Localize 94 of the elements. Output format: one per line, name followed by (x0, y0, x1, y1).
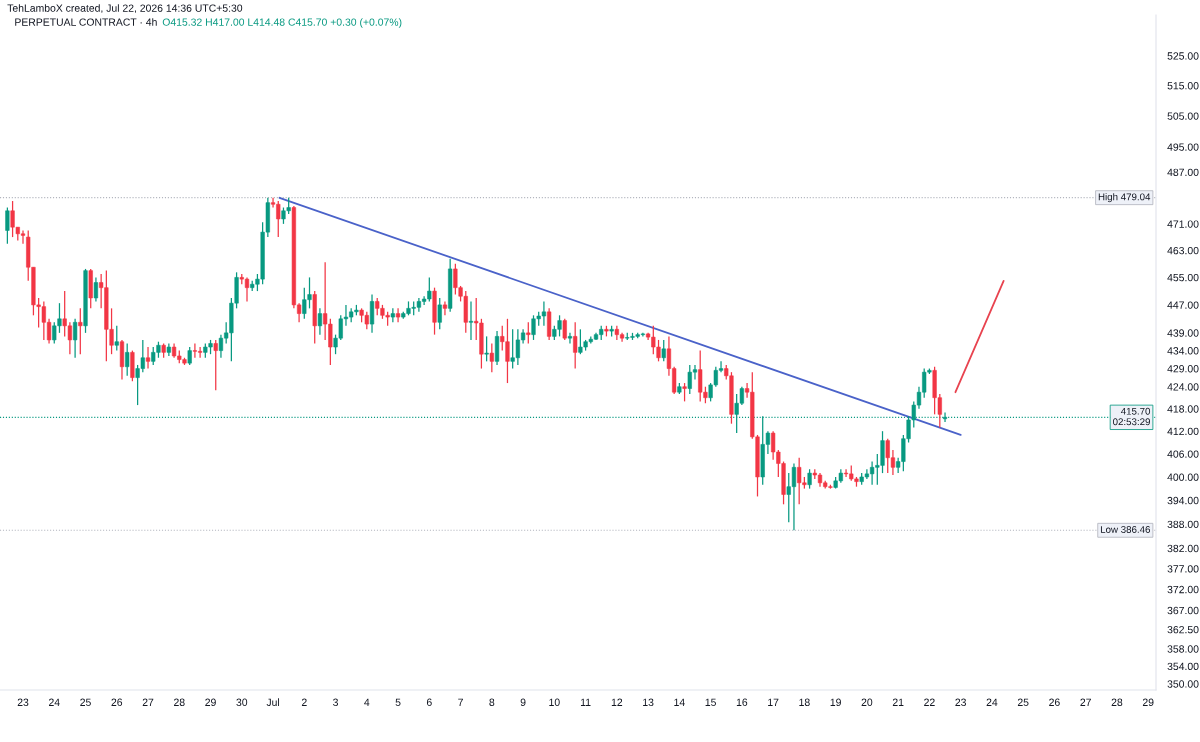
y-tick-label: 434.00 (1167, 347, 1199, 355)
y-tick-label: 439.00 (1167, 329, 1199, 337)
y-tick-label: 505.00 (1167, 112, 1199, 120)
candlestick (682, 382, 687, 403)
y-tick-label: 515.00 (1167, 82, 1199, 90)
x-tick-label: 16 (736, 698, 748, 706)
y-tick-label: 388.00 (1167, 520, 1199, 529)
candlestick (114, 325, 119, 352)
candlestick (73, 318, 78, 359)
x-tick-label: 28 (1111, 698, 1123, 706)
candlestick (567, 332, 573, 345)
y-tick-label: 447.00 (1167, 301, 1199, 309)
candlestick (661, 339, 666, 362)
y-tick-label: 377.00 (1167, 565, 1199, 573)
x-tick-label: 12 (611, 698, 623, 706)
x-tick-label: 21 (892, 698, 904, 706)
y-tick-label: 525.00 (1167, 52, 1199, 60)
candlestick (484, 335, 489, 362)
y-tick-label: 372.00 (1167, 585, 1199, 594)
candlestick (317, 307, 323, 336)
x-tick-label: 15 (705, 698, 716, 706)
y-tick-label: 394.00 (1167, 496, 1199, 505)
x-tick-label: 4 (364, 698, 370, 706)
x-tick-label: 9 (520, 698, 526, 706)
candlestick (78, 307, 83, 355)
x-tick-label: 18 (799, 698, 810, 706)
candlestick (213, 339, 218, 391)
x-tick-label: 26 (111, 698, 123, 706)
x-tick-label: 29 (205, 698, 216, 706)
y-tick-label: 487.00 (1167, 168, 1199, 177)
y-tick-label: 463.00 (1167, 246, 1199, 255)
x-tick-label: 7 (458, 698, 463, 706)
x-tick-label: 23 (17, 698, 29, 706)
x-tick-label: 26 (1049, 698, 1060, 706)
candlestick (468, 300, 474, 341)
y-tick-label: 358.00 (1167, 645, 1199, 653)
candlestick (489, 342, 494, 373)
x-tick-label: 5 (395, 698, 401, 706)
y-tick-label: 412.00 (1167, 427, 1199, 436)
x-tick-label: 19 (830, 698, 841, 706)
annotation: O415.32 H417.00 L414.48 C415.70 +0.30 (+0.07%) (162, 18, 402, 28)
x-tick-label: 10 (549, 698, 560, 706)
chart-subtitle: PERPETUAL CONTRACT · 4h (15, 18, 157, 26)
ref-line-label: High 479.04 (1098, 193, 1151, 203)
x-tick-label: 3 (333, 698, 338, 706)
y-tick-label: 362.50 (1167, 625, 1199, 634)
y-tick-label: 424.00 (1167, 383, 1199, 391)
candlestick (442, 300, 448, 316)
x-tick-label: Jul (266, 698, 280, 706)
y-tick-label: 382.00 (1167, 544, 1199, 553)
candlestick (807, 468, 812, 490)
x-tick-label: 25 (80, 698, 91, 706)
y-tick-label: 367.00 (1167, 606, 1199, 615)
x-tick-label: 27 (142, 698, 154, 706)
candlestick (562, 318, 567, 341)
x-tick-label: 8 (489, 698, 495, 706)
x-tick-label: 22 (924, 698, 935, 706)
x-tick-label: 13 (643, 698, 654, 706)
x-tick-label: 24 (48, 698, 60, 706)
ref-line-label: Low 386.46 (1100, 526, 1151, 533)
y-tick-label: 418.00 (1167, 405, 1199, 413)
x-tick-label: 29 (1142, 698, 1154, 706)
x-tick-label: 30 (236, 698, 248, 706)
candlestick (437, 297, 442, 330)
candlestick (395, 307, 401, 323)
candlestick (5, 206, 10, 245)
y-tick-label: 455.00 (1167, 273, 1199, 282)
x-tick-label: 24 (986, 698, 998, 706)
x-tick-label: 28 (174, 698, 185, 706)
x-tick-label: 20 (861, 698, 873, 706)
candlestick (390, 307, 395, 323)
candlestick (573, 321, 578, 370)
chart-title: TehLamboX created, Jul 22, 2026 14:36 UTC+5:30 (7, 4, 243, 14)
x-tick-label: 11 (580, 698, 591, 706)
candlestick (145, 346, 151, 370)
candlestick (93, 276, 99, 303)
y-tick-label: 429.00 (1167, 365, 1199, 373)
y-tick-label: 406.00 (1167, 450, 1199, 458)
y-tick-label: 350.00 (1167, 680, 1199, 688)
ref-line-label: 415.70 02:53:29 (1112, 407, 1151, 426)
x-tick-label: 2 (301, 698, 307, 706)
x-tick-label: 17 (768, 698, 779, 706)
candlestick (125, 342, 130, 377)
x-tick-label: 14 (674, 698, 685, 706)
x-tick-label: 25 (1017, 698, 1029, 706)
candlestick (526, 321, 531, 345)
x-tick-label: 23 (955, 698, 966, 706)
candlestick (369, 293, 375, 334)
x-tick-label: 27 (1080, 698, 1091, 706)
y-tick-label: 400.00 (1167, 473, 1199, 481)
y-tick-label: 354.00 (1167, 662, 1199, 671)
y-tick-label: 471.00 (1167, 220, 1199, 228)
x-tick-label: 6 (426, 698, 432, 706)
y-tick-label: 495.00 (1167, 143, 1199, 151)
